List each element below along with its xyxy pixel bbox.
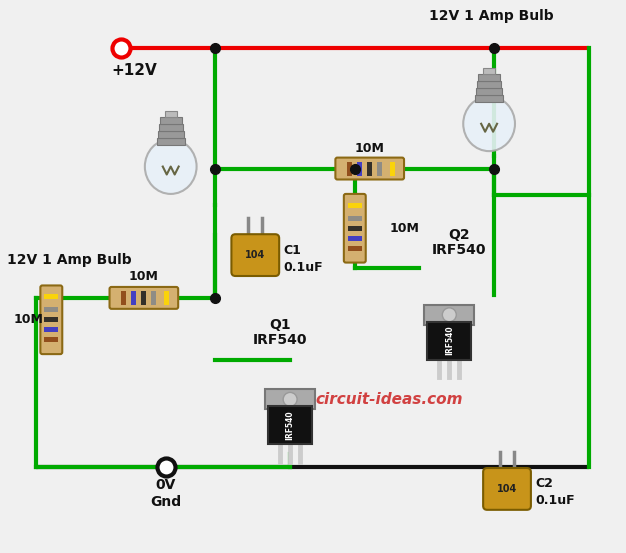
- Text: IRF540: IRF540: [285, 410, 295, 440]
- Circle shape: [283, 393, 297, 406]
- Bar: [141, 291, 146, 305]
- Text: 10M: 10M: [14, 314, 43, 326]
- Text: circuit-ideas.com: circuit-ideas.com: [316, 392, 463, 407]
- Text: IRF540: IRF540: [445, 326, 454, 356]
- FancyBboxPatch shape: [232, 234, 279, 276]
- Bar: [477, 81, 501, 88]
- Bar: [164, 291, 169, 305]
- Text: 104: 104: [497, 484, 517, 494]
- Text: 10M: 10M: [129, 269, 159, 283]
- Bar: [367, 161, 372, 175]
- Bar: [348, 236, 362, 241]
- Bar: [390, 161, 395, 175]
- Bar: [156, 138, 185, 145]
- Text: +12V: +12V: [111, 62, 156, 77]
- Bar: [483, 68, 495, 74]
- Text: IRF540: IRF540: [253, 333, 307, 347]
- Bar: [357, 161, 362, 175]
- Bar: [348, 226, 362, 231]
- Bar: [475, 95, 503, 102]
- Ellipse shape: [145, 139, 197, 194]
- Bar: [158, 131, 183, 138]
- Bar: [44, 327, 58, 332]
- Text: 0.1uF: 0.1uF: [535, 494, 575, 507]
- Circle shape: [443, 308, 456, 322]
- Text: 0.1uF: 0.1uF: [283, 260, 323, 274]
- Bar: [478, 74, 500, 81]
- Text: Gnd: Gnd: [150, 495, 182, 509]
- Bar: [424, 305, 474, 325]
- Bar: [165, 111, 177, 117]
- Text: IRF540: IRF540: [432, 243, 486, 257]
- Text: C1: C1: [283, 244, 301, 257]
- Bar: [348, 216, 362, 221]
- Bar: [131, 291, 136, 305]
- Text: 0V: 0V: [155, 478, 176, 492]
- Text: Q1: Q1: [269, 318, 291, 332]
- Bar: [348, 246, 362, 251]
- Bar: [348, 203, 362, 208]
- FancyBboxPatch shape: [110, 287, 178, 309]
- Text: 104: 104: [245, 250, 265, 260]
- Ellipse shape: [463, 96, 515, 151]
- Bar: [44, 294, 58, 299]
- Bar: [428, 322, 471, 359]
- FancyBboxPatch shape: [483, 468, 531, 510]
- Bar: [377, 161, 382, 175]
- Bar: [44, 307, 58, 312]
- Text: 12V 1 Amp Bulb: 12V 1 Amp Bulb: [429, 9, 554, 23]
- Bar: [121, 291, 126, 305]
- Bar: [159, 124, 183, 131]
- Bar: [265, 389, 315, 409]
- Bar: [151, 291, 156, 305]
- Bar: [347, 161, 352, 175]
- FancyBboxPatch shape: [344, 194, 366, 263]
- Bar: [44, 337, 58, 342]
- Text: C2: C2: [535, 477, 553, 491]
- Text: Q2: Q2: [448, 228, 470, 242]
- FancyBboxPatch shape: [336, 158, 404, 180]
- Text: 12V 1 Amp Bulb: 12V 1 Amp Bulb: [6, 253, 131, 267]
- Bar: [160, 117, 182, 124]
- Bar: [476, 88, 502, 95]
- FancyBboxPatch shape: [40, 285, 62, 354]
- Text: 10M: 10M: [355, 142, 384, 155]
- Bar: [44, 317, 58, 322]
- Bar: [268, 406, 312, 444]
- Text: 10M: 10M: [389, 222, 419, 234]
